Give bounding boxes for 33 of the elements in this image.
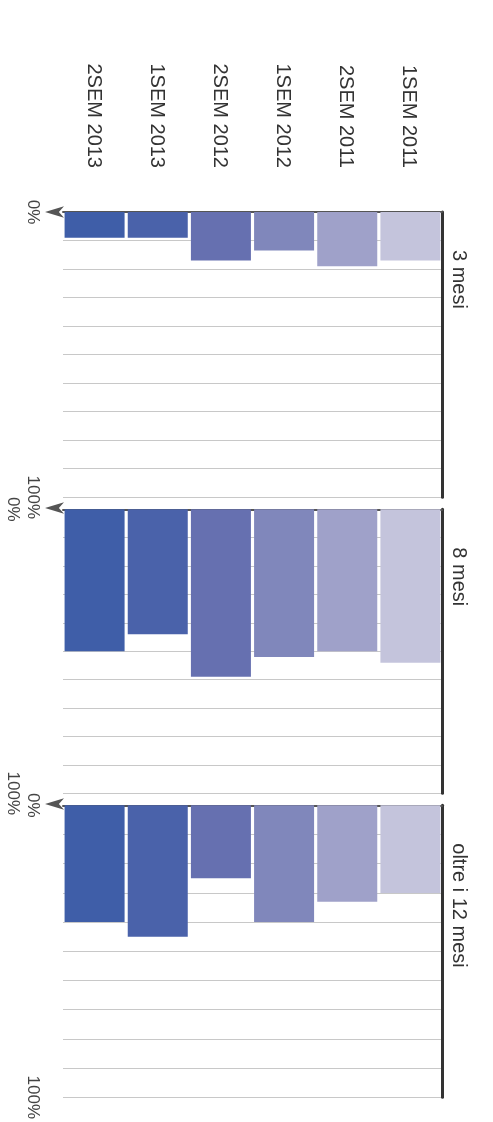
bar bbox=[380, 212, 441, 261]
bar bbox=[190, 509, 251, 677]
y-tick-label: 0% bbox=[24, 793, 43, 818]
bar bbox=[317, 805, 378, 902]
bar bbox=[190, 212, 251, 261]
text: 3 mesi bbox=[449, 250, 471, 309]
bar bbox=[190, 805, 251, 879]
bar bbox=[380, 509, 441, 663]
bar bbox=[254, 212, 315, 251]
x-tick-label: 2SEM 2012 bbox=[209, 63, 232, 168]
y-tick-label: 100% bbox=[24, 475, 43, 519]
bar bbox=[64, 509, 125, 652]
y-tick-label: 100% bbox=[24, 1075, 43, 1119]
bar bbox=[64, 805, 125, 923]
bar bbox=[317, 509, 378, 652]
bar bbox=[254, 509, 315, 657]
text: oltre i 12 mesi bbox=[449, 843, 471, 968]
bar bbox=[254, 805, 315, 923]
bar bbox=[127, 805, 188, 937]
bar bbox=[127, 509, 188, 635]
bar bbox=[380, 805, 441, 893]
x-tick-label: 2SEM 2013 bbox=[83, 63, 106, 168]
x-tick-label: 2SEM 2011 bbox=[336, 64, 359, 168]
x-tick-label: 1SEM 2012 bbox=[273, 63, 296, 168]
y-tick-label: 0% bbox=[4, 497, 23, 522]
bar bbox=[64, 212, 125, 238]
y-tick-label: 100% bbox=[4, 771, 23, 815]
text: 8 mesi bbox=[449, 547, 471, 607]
bar bbox=[317, 212, 378, 267]
bar bbox=[127, 212, 188, 238]
y-tick-label: 0% bbox=[24, 199, 43, 225]
x-tick-label: 1SEM 2013 bbox=[146, 63, 169, 168]
x-tick-label: 1SEM 2011 bbox=[399, 64, 422, 168]
